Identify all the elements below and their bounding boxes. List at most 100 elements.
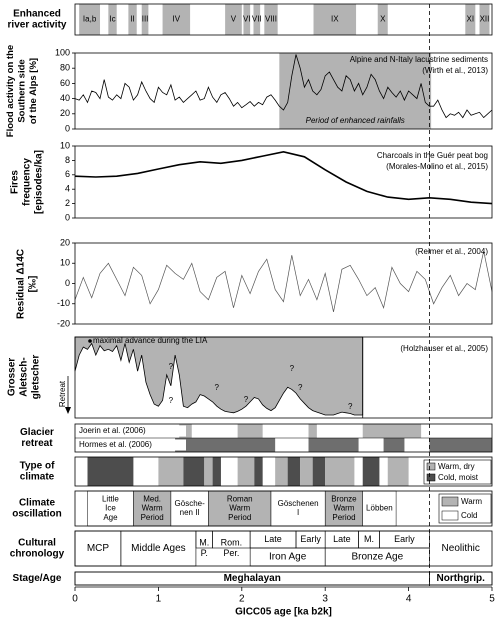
flood-activity-ytick-label: 100 (55, 47, 70, 57)
climate-type-period (237, 457, 255, 486)
cultural-period-label: Late (264, 534, 282, 544)
river-activity-period (225, 4, 242, 35)
climate-type-period (183, 457, 205, 486)
flood-activity-source: (Wirth et al., 2013) (422, 66, 488, 75)
warm-swatch (441, 496, 459, 507)
flood-activity-ylabel-group: Flood activity on the Southern side of the… (5, 45, 39, 137)
glacier-retreat-row-label: retreat (21, 438, 53, 449)
warm-legend-label: Warm (461, 497, 482, 506)
climate-oscillation-label: Med. (143, 494, 161, 503)
climate-type-period (158, 457, 184, 486)
cultural-period-label: Middle Ages (131, 543, 185, 554)
cultural-chronology-row-label: chronology (10, 549, 65, 560)
river-activity-period-label: V (231, 15, 237, 24)
river-activity-row-label: river activity (8, 20, 67, 31)
question-mark: ? (215, 383, 220, 392)
climate-oscillation-label: nen II (180, 508, 200, 517)
river-activity-row-label: Enhanced (13, 9, 61, 20)
x-axis-tick-label: 4 (406, 594, 412, 605)
climate-type-frame (74, 456, 493, 487)
climate-type-period (312, 457, 326, 486)
cultural-period-label: Neolithic (442, 543, 480, 554)
residual-c14-ytick-label: 10 (60, 258, 70, 268)
cultural-period-label: Per. (223, 548, 239, 558)
flood-activity-series-label: Alpine and N-Italy lacustrine sediments (350, 55, 488, 64)
residual-c14-source: (Reimer et al., 2004) (415, 247, 488, 256)
climate-oscillation-label: Warm (229, 504, 250, 513)
aletsch-glacier-ylabel: Grosser (7, 358, 18, 396)
climate-type-period (387, 457, 409, 486)
residual-c14-ylabel: Residual Δ14C (16, 249, 27, 319)
cultural-period-label: P. (201, 548, 208, 558)
fires-frequency-source: (Morales-Molino et al., 2015) (386, 162, 488, 171)
flood-activity-series-line (74, 54, 493, 119)
cultural-period-label: M. (199, 538, 209, 548)
river-activity-period (79, 4, 101, 35)
climate-oscillation-label: Bronze (331, 494, 357, 503)
cold-swatch (441, 510, 459, 521)
climate-oscillation-frame (74, 490, 493, 527)
climate-oscillation-label: Period (141, 513, 164, 522)
climate-type-period (87, 457, 134, 486)
fires-frequency-ytick-label: 10 (60, 140, 70, 150)
question-mark: ? (169, 396, 174, 405)
flood-activity-ytick-label: 20 (60, 108, 70, 118)
question-mark: ? (298, 383, 303, 392)
glacier-retreat-source-label: Hormes et al. (2006) (79, 440, 152, 449)
river-activity-period (479, 4, 490, 35)
climate-type-period (362, 457, 380, 486)
glacier-retreat-period (383, 438, 405, 452)
cultural-period-label: MCP (87, 543, 110, 554)
glacier-retreat-frame (74, 423, 493, 453)
cultural-chronology-row-label: Cultural (18, 538, 56, 549)
stage-age-row-label: Stage/Age (13, 573, 62, 584)
aletsch-glacier-frame (74, 336, 493, 419)
retreat-label-group: Retreat (58, 380, 67, 407)
river-activity-period (141, 4, 149, 35)
glacier-retreat-label-bg (76, 425, 186, 437)
flood-activity-ytick-label: 0 (65, 123, 70, 133)
climate-type-period (300, 457, 313, 486)
river-activity-period (128, 4, 137, 35)
climate-oscillation-label: Ice (105, 504, 116, 513)
question-mark: ? (244, 395, 249, 404)
river-activity-period-label: VIII (265, 15, 277, 24)
river-activity-period (465, 4, 476, 35)
climate-type-period (275, 457, 288, 486)
flood-activity-ylabel: Southern side (17, 59, 28, 122)
question-mark: ? (290, 364, 295, 373)
stage-age-label: Northgrip. (437, 573, 486, 584)
cultural-period-label: Early (394, 534, 415, 544)
climate-oscillation-label: Warm (333, 504, 354, 513)
flood-activity-frame (74, 52, 493, 130)
glacier-retreat-period (429, 438, 492, 452)
glacier-retreat-period (308, 438, 359, 452)
x-axis-tick-label: 1 (156, 594, 162, 605)
cultural-period-label: Rom. (221, 538, 243, 548)
river-activity-period-label: III (142, 15, 149, 24)
flood-activity-ylabel: of the Alps [%] (28, 58, 39, 124)
aletsch-glacier-ylabel-group: Grosser Aletsch-gletscher (7, 355, 42, 400)
glacier-retreat-period (237, 424, 263, 438)
river-activity-period (313, 4, 357, 35)
cultural-period-label: Late (333, 534, 351, 544)
cultural-age-label: Bronze Age (351, 552, 403, 563)
retreat-arrow-head (65, 407, 71, 414)
fires-frequency-ytick-label: 2 (65, 198, 70, 208)
x-axis-tick-label: 3 (322, 594, 328, 605)
fires-frequency-series-line (74, 150, 493, 205)
cold-legend-label: Cold (461, 511, 477, 520)
river-activity-period (253, 4, 261, 35)
river-activity-frame (74, 3, 493, 36)
climate-oscillation-label: Roman (227, 494, 253, 503)
cultural-period-label: M. (364, 534, 374, 544)
question-mark: ? (169, 362, 174, 371)
x-axis-tick-label: 0 (72, 594, 78, 605)
river-activity-period-label: VII (252, 15, 262, 24)
stage-age-frame (74, 571, 493, 586)
climate-oscillation-label: Age (103, 513, 118, 522)
river-activity-period-label: VI (243, 15, 251, 24)
aletsch-glacier-ylabel: Aletsch- (19, 357, 30, 396)
cultural-chronology-frame (74, 530, 493, 567)
residual-c14-ylabel: [‰] (28, 276, 39, 293)
